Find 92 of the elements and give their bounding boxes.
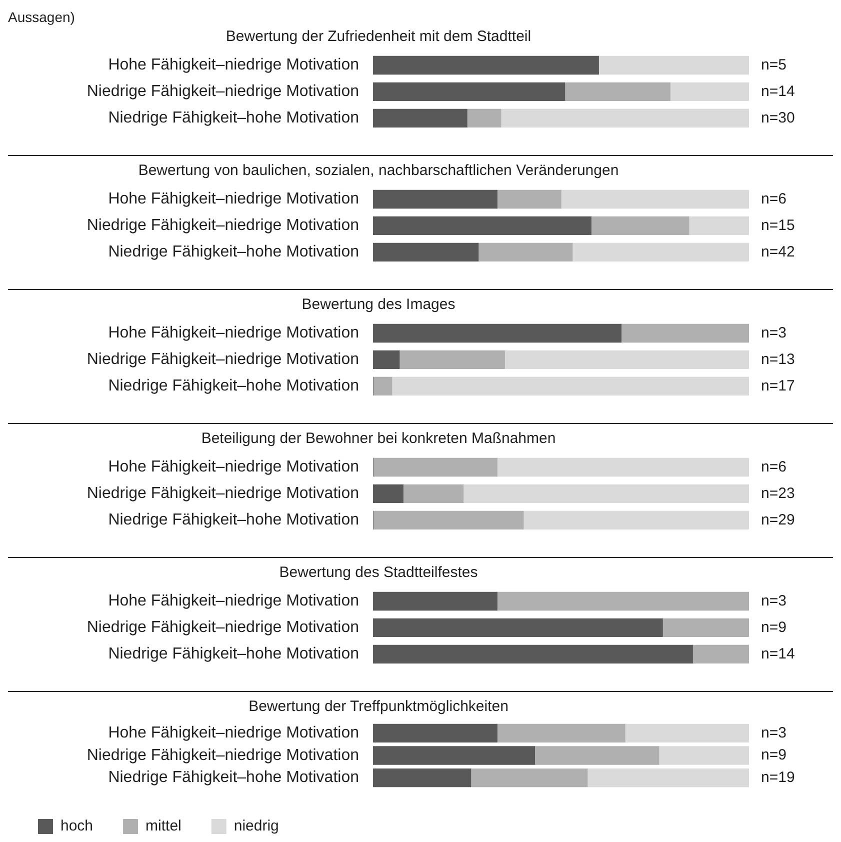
bar — [373, 190, 498, 209]
bar — [658, 746, 749, 765]
bar — [478, 242, 573, 262]
y-tick-label: Hohe Fähigkeit–niedrige Motivation — [108, 458, 359, 476]
bar — [496, 458, 749, 477]
bar — [470, 768, 588, 788]
text: n=6 — [761, 458, 786, 476]
bar — [373, 350, 400, 370]
bar — [373, 592, 498, 611]
bar — [373, 82, 566, 102]
y-tick-label: Niedrige Fähigkeit–niedrige Motivation — [86, 83, 359, 100]
bar — [496, 592, 749, 611]
text: n=15 — [761, 216, 795, 234]
bar — [662, 618, 749, 638]
bar — [504, 350, 749, 370]
bar — [373, 618, 663, 638]
bar — [373, 746, 536, 765]
y-tick-label: Niedrige Fähigkeit–hohe Motivation — [108, 769, 359, 786]
text: n=17 — [761, 377, 795, 394]
y-tick-label: Niedrige Fähigkeit–hohe Motivation — [108, 646, 359, 663]
text: n=23 — [761, 484, 795, 502]
bar — [391, 376, 749, 396]
y-tick-label: Hohe Fähigkeit–niedrige Motivation — [108, 724, 359, 742]
bar — [534, 746, 660, 765]
bar — [560, 190, 749, 209]
y-tick-label: Hohe Fähigkeit–niedrige Motivation — [108, 324, 359, 342]
bar — [466, 108, 502, 128]
bar — [620, 324, 749, 343]
y-tick-label: Niedrige Fähigkeit–hohe Motivation — [108, 378, 359, 395]
y-tick-label: Hohe Fähigkeit–niedrige Motivation — [108, 190, 359, 208]
chart-title: Bewertung der Zufriedenheit mit dem Stadtteil — [226, 28, 532, 46]
text: n=6 — [761, 190, 786, 208]
y-tick-label: Niedrige Fähigkeit–niedrige Motivation — [86, 217, 359, 234]
text: n=3 — [761, 724, 786, 742]
y-tick-label: Niedrige Fähigkeit–niedrige Motivation — [86, 351, 359, 368]
bar — [373, 510, 524, 530]
text: n=29 — [761, 511, 795, 528]
bar — [373, 768, 472, 788]
y-tick-label: Niedrige Fähigkeit–niedrige Motivation — [86, 619, 359, 636]
y-tick-label: Niedrige Fähigkeit–hohe Motivation — [108, 110, 359, 127]
bar — [496, 190, 562, 209]
legend-label: hoch — [60, 818, 94, 835]
bar — [688, 216, 749, 236]
bar — [523, 510, 749, 530]
bar — [692, 644, 749, 664]
bar — [586, 768, 749, 788]
y-tick-label: Niedrige Fähigkeit–niedrige Motivation — [86, 485, 359, 502]
text: Aussagen) — [8, 9, 76, 25]
bar — [572, 242, 749, 262]
text: n=30 — [761, 109, 795, 126]
bar — [373, 458, 498, 477]
bar — [590, 216, 690, 236]
bar — [564, 82, 670, 102]
chart-title: Bewertung der Treffpunktmöglichkeiten — [248, 698, 508, 716]
chart-title: Bewertung von baulichen, sozialen, nachbarschaftlichen Veränderungen — [138, 162, 619, 180]
legend-label: niedrig — [234, 818, 279, 835]
bar — [670, 82, 749, 102]
bar — [373, 724, 498, 742]
bar — [373, 216, 592, 236]
text: n=14 — [761, 82, 795, 100]
chart-title: Bewertung des Images — [302, 296, 456, 314]
text: n=9 — [761, 618, 786, 636]
bar — [398, 350, 505, 370]
text: n=3 — [761, 592, 786, 610]
chart-title: Bewertung des Stadtteilfestes — [279, 564, 478, 582]
text: n=9 — [761, 746, 786, 764]
text: n=13 — [761, 350, 795, 368]
text: n=3 — [761, 324, 786, 342]
bar — [598, 56, 749, 75]
y-tick-label: Hohe Fähigkeit–niedrige Motivation — [108, 56, 359, 74]
text: n=42 — [761, 243, 795, 260]
chart-title: Beteiligung der Bewohner bei konkreten Maßnahmen — [201, 430, 556, 448]
bar — [373, 242, 479, 262]
bar — [373, 56, 599, 75]
bar — [373, 108, 468, 128]
y-tick-label: Niedrige Fähigkeit–hohe Motivation — [108, 244, 359, 261]
text: n=14 — [761, 645, 795, 662]
bar — [373, 484, 404, 504]
bar — [500, 108, 749, 128]
bar — [373, 376, 392, 396]
y-tick-label: Hohe Fähigkeit–niedrige Motivation — [108, 592, 359, 610]
y-tick-label: Niedrige Fähigkeit–hohe Motivation — [108, 512, 359, 529]
y-tick-label: Niedrige Fähigkeit–niedrige Motivation — [86, 746, 359, 764]
bar — [496, 724, 626, 742]
text: n=5 — [761, 56, 786, 74]
text: n=19 — [761, 768, 795, 786]
bar — [373, 644, 693, 664]
bar — [462, 484, 749, 504]
legend-label: mittel — [146, 818, 182, 835]
bar — [373, 324, 622, 343]
bar — [624, 724, 749, 742]
bar — [402, 484, 464, 504]
